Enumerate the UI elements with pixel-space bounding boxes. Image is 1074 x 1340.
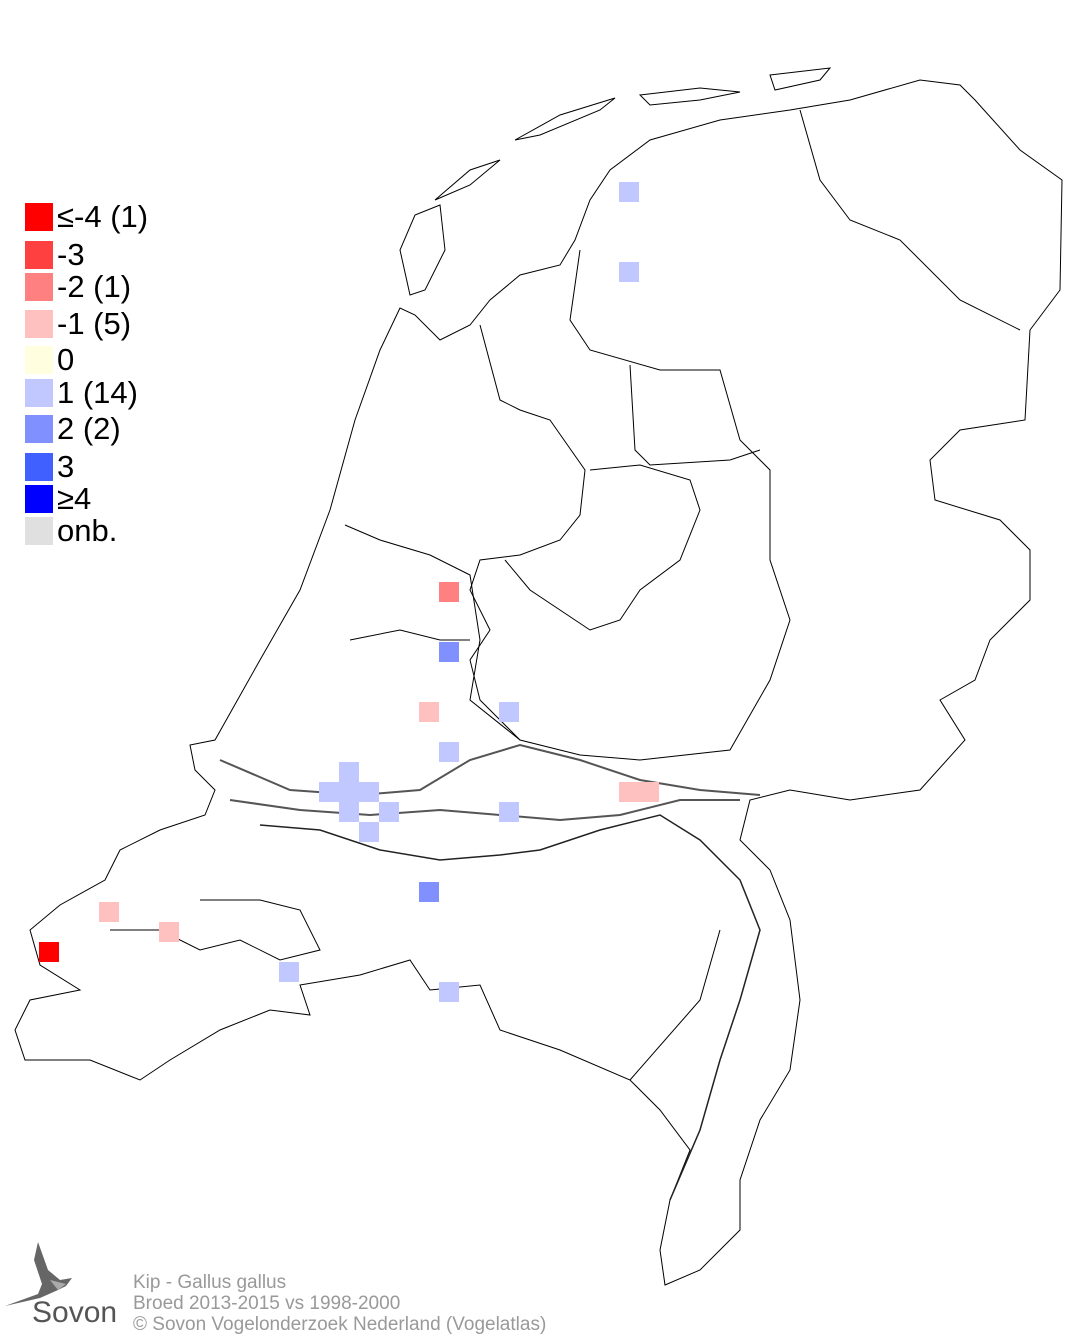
legend-swatch: [25, 415, 53, 443]
legend-item: 3: [25, 449, 75, 484]
grid-cell: [339, 782, 359, 802]
period-label: Broed 2013-2015 vs 1998-2000: [133, 1293, 401, 1314]
legend-label: 3: [57, 449, 75, 484]
grid-cell: [499, 702, 519, 722]
grid-cell: [439, 642, 459, 662]
grid-cell: [279, 962, 299, 982]
grid-cells: [39, 182, 659, 1002]
copyright-notice: © Sovon Vogelonderzoek Nederland (Vogela…: [133, 1314, 547, 1335]
grid-cell: [439, 742, 459, 762]
legend-swatch: [25, 379, 53, 407]
legend-label: 0: [57, 342, 75, 377]
grid-cell: [379, 802, 399, 822]
grid-cell: [39, 942, 59, 962]
grid-cell: [99, 902, 119, 922]
legend-item: 0: [25, 342, 75, 377]
legend-swatch: [25, 485, 53, 513]
species-name: Kip - Gallus gallus: [133, 1272, 287, 1293]
legend-swatch: [25, 310, 53, 338]
legend-label: onb.: [57, 513, 118, 548]
legend-item: 2 (2): [25, 411, 121, 446]
legend-swatch: [25, 273, 53, 301]
grid-cell: [319, 782, 339, 802]
grid-cell: [439, 582, 459, 602]
legend-swatch: [25, 241, 53, 269]
legend-item: -3: [25, 237, 85, 272]
grid-cell: [419, 882, 439, 902]
grid-cell: [619, 782, 639, 802]
legend-item: ≥4: [25, 481, 92, 516]
grid-cell: [339, 802, 359, 822]
legend-item: ≤-4 (1): [25, 199, 149, 234]
legend-swatch: [25, 517, 53, 545]
legend-label: 2 (2): [57, 411, 121, 446]
grid-cell: [159, 922, 179, 942]
legend-swatch: [25, 203, 53, 231]
sovon-logo: [0, 1240, 110, 1325]
legend-item: onb.: [25, 513, 118, 548]
legend-label: 1 (14): [57, 375, 138, 410]
logo-text: Sovon: [32, 1296, 118, 1329]
grid-cell: [339, 762, 359, 782]
map-caption: Kip - Gallus gallus Broed 2013-2015 vs 1…: [133, 1272, 546, 1335]
grid-cell: [359, 782, 379, 802]
legend-item: -1 (5): [25, 306, 132, 341]
grid-cell: [619, 262, 639, 282]
grid-cell: [619, 182, 639, 202]
country-outline: [14, 67, 1063, 1286]
legend-label: -1 (5): [57, 306, 132, 341]
legend-swatch: [25, 453, 53, 481]
legend-item: -2 (1): [25, 269, 132, 304]
grid-cell: [439, 982, 459, 1002]
legend-label: ≤-4 (1): [57, 199, 149, 234]
legend-label: -2 (1): [57, 269, 132, 304]
grid-cell: [639, 782, 659, 802]
grid-cell: [419, 702, 439, 722]
legend-item: 1 (14): [25, 375, 138, 410]
grid-cell: [359, 822, 379, 842]
legend-swatch: [25, 346, 53, 374]
swallow-icon: [5, 1242, 72, 1306]
legend-label: -3: [57, 237, 85, 272]
legend-label: ≥4: [57, 481, 92, 516]
grid-cell: [499, 802, 519, 822]
